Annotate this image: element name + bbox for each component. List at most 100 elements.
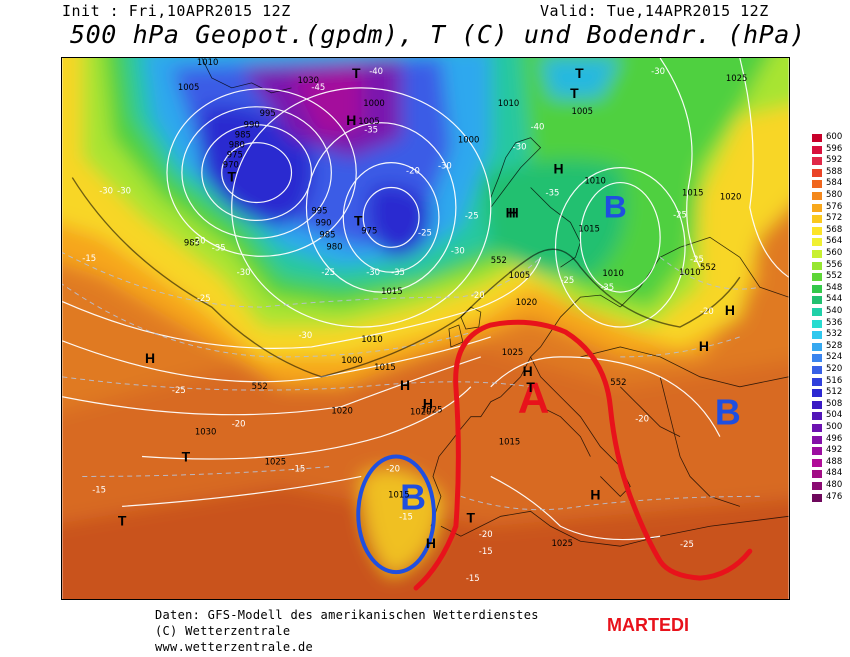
pressure-center-label: H — [509, 204, 519, 220]
isotherm-label: -35 — [364, 125, 378, 135]
legend-label: 476 — [826, 491, 843, 502]
legend-swatch — [812, 377, 822, 386]
legend-swatch — [812, 470, 822, 479]
isobar-label: 1010 — [498, 98, 520, 108]
legend-label: 492 — [826, 445, 843, 456]
isotherm-label: -25 — [197, 293, 211, 303]
isobar-label: 1015 — [388, 489, 410, 499]
isotherm-label: -20 — [386, 463, 400, 473]
legend-label: 564 — [826, 236, 843, 247]
pressure-center-label: T — [227, 169, 236, 185]
legend-swatch — [812, 145, 822, 154]
day-annotation: MARTEDI — [607, 615, 689, 635]
isobar-label: 1010 — [602, 268, 624, 278]
pressure-center-label: H — [423, 396, 433, 412]
isobar-label: 985 — [184, 237, 200, 247]
isotherm-label: -20 — [406, 166, 420, 176]
legend-row: 516 — [812, 376, 842, 386]
legend-row: 600 — [812, 132, 843, 142]
isotherm-label: -30 — [451, 245, 465, 255]
legend-row: 564 — [812, 236, 843, 247]
isobar-label: 1000 — [363, 98, 385, 108]
isotherm-label: -30 — [366, 267, 380, 277]
legend-label: 556 — [826, 259, 843, 270]
isotherm-label: -15 — [291, 463, 305, 473]
legend-label: 552 — [826, 271, 843, 282]
isobar-label: 1020 — [410, 407, 432, 417]
legend-label: 520 — [826, 364, 843, 374]
legend-row: 520 — [812, 364, 843, 374]
isotherm-label: -25 — [690, 254, 704, 264]
contour-labels: 1010100510309959909859809759701000100599… — [82, 57, 747, 583]
isotherm-label: -30 — [438, 161, 452, 171]
isotherm-label: -30 — [298, 330, 312, 340]
isotherm-label: -20 — [479, 529, 493, 539]
legend-row: 524 — [812, 352, 843, 363]
legend-label: 536 — [826, 317, 843, 328]
legend-row: 596 — [812, 144, 842, 154]
isobar-label: 1010 — [197, 57, 219, 67]
isobar-label: 1010 — [679, 267, 701, 277]
isotherm-label: -35 — [212, 242, 226, 252]
geopotential-label: 552 — [700, 262, 716, 272]
pressure-center-label: H — [346, 112, 356, 128]
pressure-center-label: T — [570, 85, 579, 101]
legend-row: 488 — [812, 457, 842, 467]
legend-label: 560 — [826, 248, 843, 258]
legend-swatch — [812, 238, 822, 247]
isobar-label: 995 — [260, 108, 276, 118]
isobar-label: 1005 — [178, 82, 200, 92]
pressure-center-label: T — [182, 449, 191, 465]
legend-row: 552 — [812, 271, 843, 282]
legend-swatch — [812, 482, 822, 490]
legend-swatch — [812, 331, 822, 340]
legend-swatch — [812, 168, 822, 177]
legend-swatch — [812, 342, 822, 351]
isotherm-label: -35 — [600, 282, 614, 292]
isotherm-label: -25 — [172, 385, 186, 395]
legend-swatch — [812, 424, 822, 432]
legend-row: 580 — [812, 190, 842, 200]
isobar-label: 1025 — [502, 347, 524, 357]
isobar-label: 1010 — [584, 176, 606, 186]
legend-row: 476 — [812, 491, 843, 502]
legend-label: 592 — [826, 155, 843, 166]
pressure-center-label: T — [575, 65, 584, 81]
isotherm-label: -20 — [700, 306, 714, 316]
legend-row: 572 — [812, 213, 842, 224]
isobar-label: 995 — [311, 205, 327, 215]
legend-row: 592 — [812, 155, 843, 166]
isobar-label: 985 — [319, 229, 335, 239]
pressure-center-label: H — [725, 302, 735, 318]
legend-label: 504 — [826, 410, 843, 421]
legend-label: 512 — [826, 387, 843, 398]
pressure-center-label: T — [467, 509, 476, 525]
legend-row: 544 — [812, 294, 842, 305]
legend-row: 532 — [812, 329, 842, 340]
legend-label: 480 — [826, 480, 843, 490]
legend-label: 508 — [826, 398, 843, 409]
legend-row: 584 — [812, 178, 842, 189]
isotherm-label: -25 — [561, 275, 575, 285]
isobar-label: 1025 — [552, 538, 574, 548]
isobar-label: 1020 — [331, 406, 353, 416]
legend-swatch — [812, 366, 822, 374]
pressure-center-label: H — [426, 535, 436, 551]
pressure-center-label: T — [352, 65, 361, 81]
isotherm-label: -15 — [466, 573, 480, 583]
isotherm-label: -25 — [418, 227, 432, 237]
legend-label: 600 — [826, 132, 843, 142]
cutoff-low-circle — [356, 454, 436, 575]
legend-swatch — [812, 261, 822, 270]
init-time: Init : Fri,10APR2015 12Z — [62, 2, 291, 20]
legend-row: 528 — [812, 341, 842, 351]
ridge-annotation-line — [413, 319, 753, 591]
footer-website: www.wetterzentrale.de — [155, 640, 314, 654]
isobar-label: 1015 — [381, 286, 403, 296]
legend-swatch — [812, 134, 822, 142]
legend-row: 496 — [812, 434, 842, 444]
legend-label: 524 — [826, 352, 843, 363]
isotherm-label: -25 — [321, 267, 335, 277]
